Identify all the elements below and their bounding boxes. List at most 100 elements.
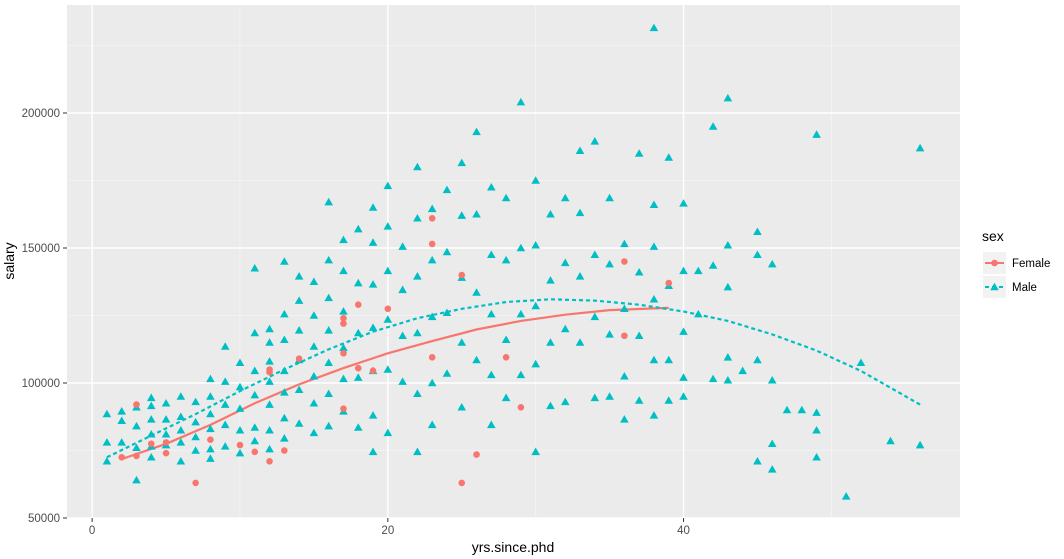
minor-gridlines [67,5,960,518]
point-male [176,392,186,400]
x-axis: 0 20 40 [89,518,690,537]
point-male [413,328,422,337]
smooth-line-male [106,298,921,459]
point-male [501,393,511,402]
point-female [162,439,170,446]
point-male [368,323,378,331]
point-male [146,401,156,410]
point-male [206,454,215,462]
point-male [753,250,762,258]
point-male [146,430,156,438]
point-male [605,392,614,400]
point-male [516,97,526,106]
y-tick-label: 100000 [22,378,60,390]
point-male [427,420,437,429]
point-male [457,211,467,219]
point-male [605,193,614,202]
point-male [250,328,260,337]
point-male [575,272,585,280]
point-male [575,338,585,346]
point-male [250,366,260,375]
point-male [206,424,215,433]
point-male [723,93,733,102]
point-male [250,423,260,431]
point-male [708,261,718,269]
point-female [428,354,436,361]
point-male [265,324,274,333]
legend-title: sex [982,228,1004,244]
point-male [280,388,289,396]
point-female [384,305,392,313]
point-male [442,247,452,256]
point-female [251,448,259,456]
point-male [649,23,659,32]
point-male [235,404,245,412]
point-male [235,425,245,434]
x-tick-label: 40 [677,525,690,537]
point-male [812,408,821,416]
point-male [280,366,289,375]
point-male [294,296,304,304]
point-male [398,331,407,339]
point-male [368,411,378,419]
y-tick-label: 50000 [28,513,60,525]
point-male [649,355,659,364]
point-male [368,447,378,456]
point-male [368,203,378,211]
point-male [309,398,319,407]
point-male [664,355,674,364]
point-male [575,208,585,217]
point-female [340,314,347,322]
point-female [517,404,525,411]
point-male [117,407,127,415]
point-female [133,452,140,460]
point-male [309,428,319,437]
point-male [812,130,821,138]
point-male [353,328,363,337]
point-male [191,397,200,406]
point-male [531,447,540,456]
point-male [146,393,156,402]
point-male [146,452,156,461]
point-male [753,355,762,364]
legend-marker-female [991,259,998,267]
point-male [560,324,570,333]
point-female [118,453,126,461]
point-male [324,326,333,334]
point-male [575,146,585,155]
point-female [281,447,288,454]
panel-background [67,5,960,518]
y-axis-title: salary [1,242,17,279]
point-male [383,266,393,275]
point-male [560,258,570,267]
point-female [266,458,273,465]
point-male [413,214,422,222]
point-male [324,358,333,366]
point-male [457,338,467,346]
point-female [665,279,673,287]
point-male [146,415,156,423]
point-male [782,405,792,414]
legend: sex Female Male [982,228,1050,298]
point-male [309,371,319,380]
point-male [767,376,777,384]
point-female [147,440,155,448]
y-tick-label: 200000 [22,108,60,120]
point-male [265,357,274,365]
point-male [368,238,378,246]
point-male [265,377,274,385]
point-male [841,492,851,500]
point-male [427,255,437,264]
point-female [340,350,347,357]
point-male [708,122,718,130]
point-male [753,227,762,236]
point-male [531,176,540,184]
point-male [398,285,407,294]
point-male [664,153,674,161]
point-male [442,369,452,377]
point-male [487,370,496,379]
point-male [767,465,777,473]
point-male [206,374,215,383]
point-male [398,377,407,385]
legend-marker-male [990,282,999,291]
